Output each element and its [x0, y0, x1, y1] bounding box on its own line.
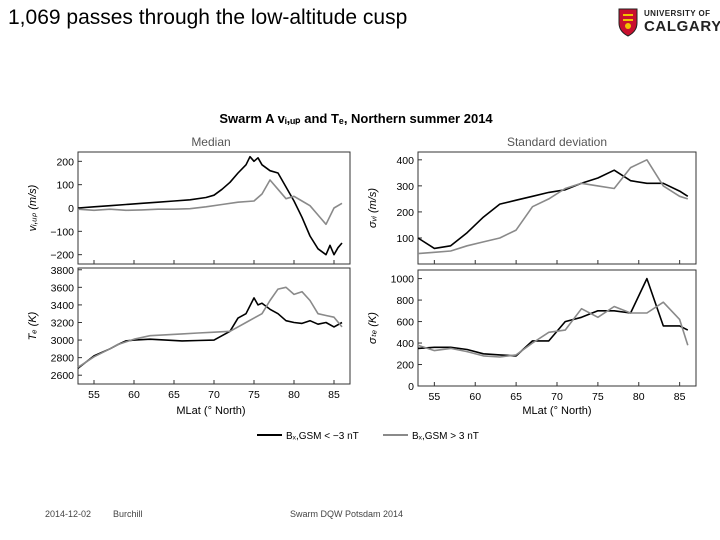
- column-title-median: Median: [191, 135, 230, 149]
- x-tick-label-std-te: 65: [510, 391, 522, 403]
- legend-label-negative-bx: Bₓ,GSM < −3 nT: [286, 431, 359, 442]
- y-tick-label-median-te: 2800: [51, 353, 75, 365]
- series-line-negative-bx: [77, 155, 343, 256]
- x-tick-label-std-te: 70: [551, 391, 563, 403]
- legend-label-positive-bx: Bₓ,GSM > 3 nT: [412, 431, 479, 442]
- footer-date: 2014-12-02: [45, 509, 92, 519]
- y-tick-label-median-te: 3200: [51, 317, 75, 329]
- plot-frame-median-vi: [77, 151, 351, 265]
- x-axis-label-right: MLat (° North): [522, 405, 591, 417]
- logo-text-university: UNIVERSITY OF: [644, 9, 711, 18]
- plot-frame-std-te: [417, 269, 697, 387]
- y-axis-label-std-te: σₜₑ (K): [367, 312, 379, 344]
- y-tick-label-median-vi: −100: [50, 226, 74, 238]
- y-tick-label-median-te: 2600: [51, 370, 75, 382]
- plot-frame-std-vi: [417, 151, 697, 265]
- y-tick-label-std-te: 400: [396, 338, 414, 350]
- x-tick-label-median-te: 55: [88, 389, 100, 401]
- crest-icon: [618, 8, 638, 37]
- series-line-positive-bx: [417, 159, 689, 255]
- y-tick-label-std-te: 1000: [391, 274, 415, 286]
- x-tick-label-median-te: 80: [288, 389, 300, 401]
- x-tick-label-median-te: 65: [168, 389, 180, 401]
- y-tick-label-median-vi: 0: [68, 203, 74, 215]
- panel-median-te: 2600 2800 3000 3200 3400 3600 3800 55 60 65 70 75 80…: [27, 265, 351, 401]
- x-tick-label-median-te: 70: [208, 389, 220, 401]
- panel-std-vi: 100 200 300 400 σᵥᵢ (m/s): [367, 151, 697, 265]
- series-line-negative-bx: [417, 277, 689, 357]
- y-tick-label-median-vi: 200: [56, 156, 74, 168]
- y-tick-label-median-te: 3400: [51, 300, 75, 312]
- logo-text-calgary: CALGARY: [644, 18, 720, 35]
- y-tick-label-std-vi: 400: [396, 155, 414, 167]
- x-tick-label-std-te: 75: [592, 391, 604, 403]
- column-title-standard-deviation: Standard deviation: [507, 135, 607, 149]
- footer-author: Burchill: [113, 509, 143, 519]
- chart-title: Swarm A vᵢ,ᵤₚ and Tₑ, Northern summer 20…: [219, 111, 493, 126]
- panel-median-vi: −200 −100 0 100 200 vᵢ,ᵤₚ (m/s): [27, 151, 351, 265]
- plot-frame-median-te: [77, 267, 351, 385]
- y-axis-label-median-vi: vᵢ,ᵤₚ (m/s): [27, 184, 39, 231]
- legend: Bₓ,GSM < −3 nT Bₓ,GSM > 3 nT: [257, 431, 479, 442]
- x-tick-label-std-te: 55: [429, 391, 441, 403]
- slide-title: 1,069 passes through the low-altitude cu…: [8, 6, 408, 29]
- y-tick-label-std-vi: 300: [396, 181, 414, 193]
- y-tick-label-median-te: 3600: [51, 282, 75, 294]
- x-tick-label-std-te: 60: [469, 391, 481, 403]
- y-axis-label-median-te: Tₑ (K): [27, 311, 39, 340]
- y-tick-label-std-vi: 200: [396, 207, 414, 219]
- panel-std-te: 0 200 400 600 800 1000 55 60 65 70 75 80 85 σₜₑ (K): [367, 269, 697, 403]
- x-tick-label-median-te: 75: [248, 389, 260, 401]
- y-tick-label-median-vi: −200: [50, 250, 74, 262]
- x-tick-label-std-te: 85: [674, 391, 686, 403]
- x-tick-label-median-te: 60: [128, 389, 140, 401]
- footer-event: Swarm DQW Potsdam 2014: [290, 509, 404, 519]
- y-axis-label-std-vi: σᵥᵢ (m/s): [367, 188, 379, 228]
- y-tick-label-std-te: 200: [396, 360, 414, 372]
- y-tick-label-std-vi: 100: [396, 233, 414, 245]
- series-line-negative-bx: [417, 169, 689, 250]
- series-line-positive-bx: [417, 301, 689, 358]
- university-logo: UNIVERSITY OF CALGARY: [617, 7, 720, 39]
- y-tick-label-std-te: 800: [396, 295, 414, 307]
- x-tick-label-median-te: 85: [328, 389, 340, 401]
- y-tick-label-median-te: 3800: [51, 265, 75, 277]
- y-tick-label-std-te: 0: [408, 381, 414, 393]
- x-axis-label-left: MLat (° North): [176, 405, 245, 417]
- y-tick-label-median-vi: 100: [56, 180, 74, 192]
- y-tick-label-std-te: 600: [396, 317, 414, 329]
- x-tick-label-std-te: 80: [633, 391, 645, 403]
- y-tick-label-median-te: 3000: [51, 335, 75, 347]
- series-line-positive-bx: [77, 179, 343, 226]
- series-line-positive-bx: [77, 286, 343, 368]
